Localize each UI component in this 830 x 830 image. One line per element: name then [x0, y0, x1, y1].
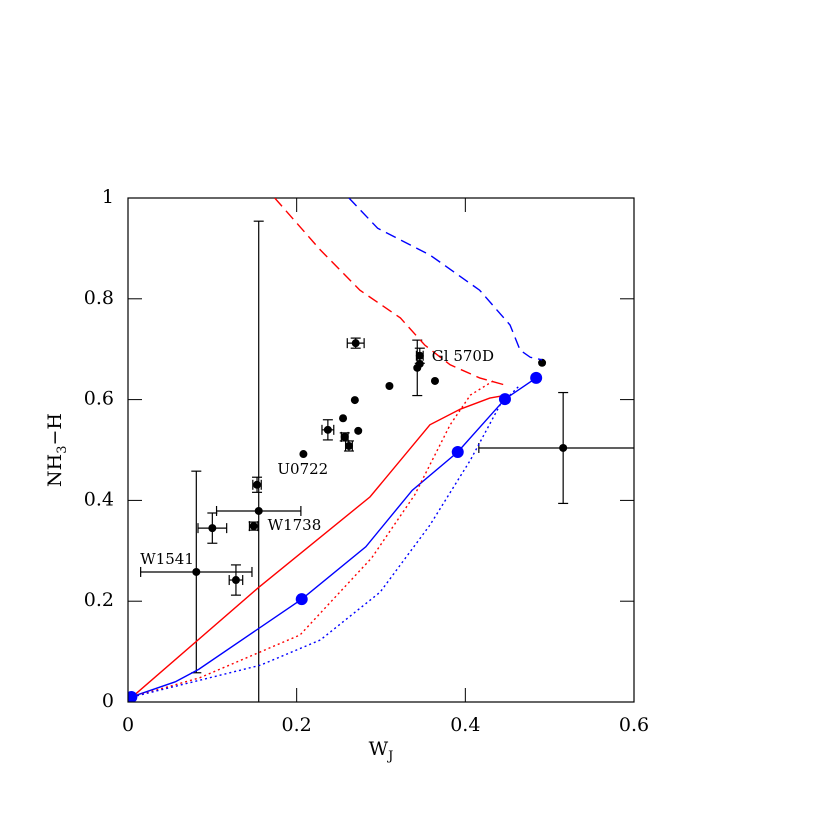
data-point	[323, 425, 332, 434]
model-line	[348, 198, 543, 361]
data-point	[249, 522, 258, 531]
y-tick-label: 0.4	[84, 488, 114, 510]
model-line	[132, 384, 521, 698]
x-tick-label: 0.2	[282, 714, 312, 736]
data-point	[254, 506, 263, 515]
data-point	[231, 576, 240, 585]
model-line	[274, 198, 506, 386]
data-point	[339, 414, 348, 423]
data-point	[415, 359, 424, 368]
y-axis-label: NH3−H	[44, 413, 70, 487]
point-annotation: W1541	[140, 550, 194, 568]
y-tick-label: 0.8	[84, 287, 114, 309]
model-line	[131, 394, 507, 698]
model-point	[498, 393, 511, 406]
y-label-main: NH	[44, 454, 66, 487]
model-point	[295, 593, 308, 606]
data-point	[538, 358, 547, 367]
y-tick-label: 1	[102, 186, 114, 208]
x-tick-label: 0.6	[619, 714, 649, 736]
data-point	[351, 339, 360, 348]
y-tick-label: 0	[102, 690, 114, 712]
data-point	[344, 441, 353, 450]
plot-area	[128, 198, 634, 702]
point-annotation: U0722	[277, 460, 328, 478]
plot-frame	[127, 197, 635, 703]
data-point	[253, 480, 262, 489]
data-point	[340, 432, 349, 441]
data-point	[415, 351, 424, 360]
x-label-main: W	[369, 738, 389, 760]
model-point	[451, 446, 464, 459]
data-point	[350, 396, 359, 405]
point-annotation: W1738	[268, 516, 322, 534]
model-line	[131, 377, 537, 698]
data-point	[192, 567, 201, 576]
model-point	[128, 690, 138, 702]
model-point	[530, 371, 543, 384]
y-label-sub: 3	[55, 446, 70, 454]
y-tick-label: 0.2	[84, 589, 114, 611]
x-tick-label: 0	[122, 714, 134, 736]
data-point	[354, 426, 363, 435]
x-tick-label: 0.4	[450, 714, 480, 736]
data-point	[208, 524, 217, 533]
x-axis-label: WJ	[369, 738, 394, 764]
data-point	[299, 450, 308, 459]
y-tick-label: 0.6	[84, 388, 114, 410]
y-label-rest: −H	[44, 413, 66, 446]
data-point	[385, 381, 394, 390]
data-point	[430, 376, 439, 385]
data-point	[559, 443, 568, 452]
x-label-sub: J	[386, 749, 393, 764]
point-annotation: Gl 570D	[432, 347, 494, 365]
